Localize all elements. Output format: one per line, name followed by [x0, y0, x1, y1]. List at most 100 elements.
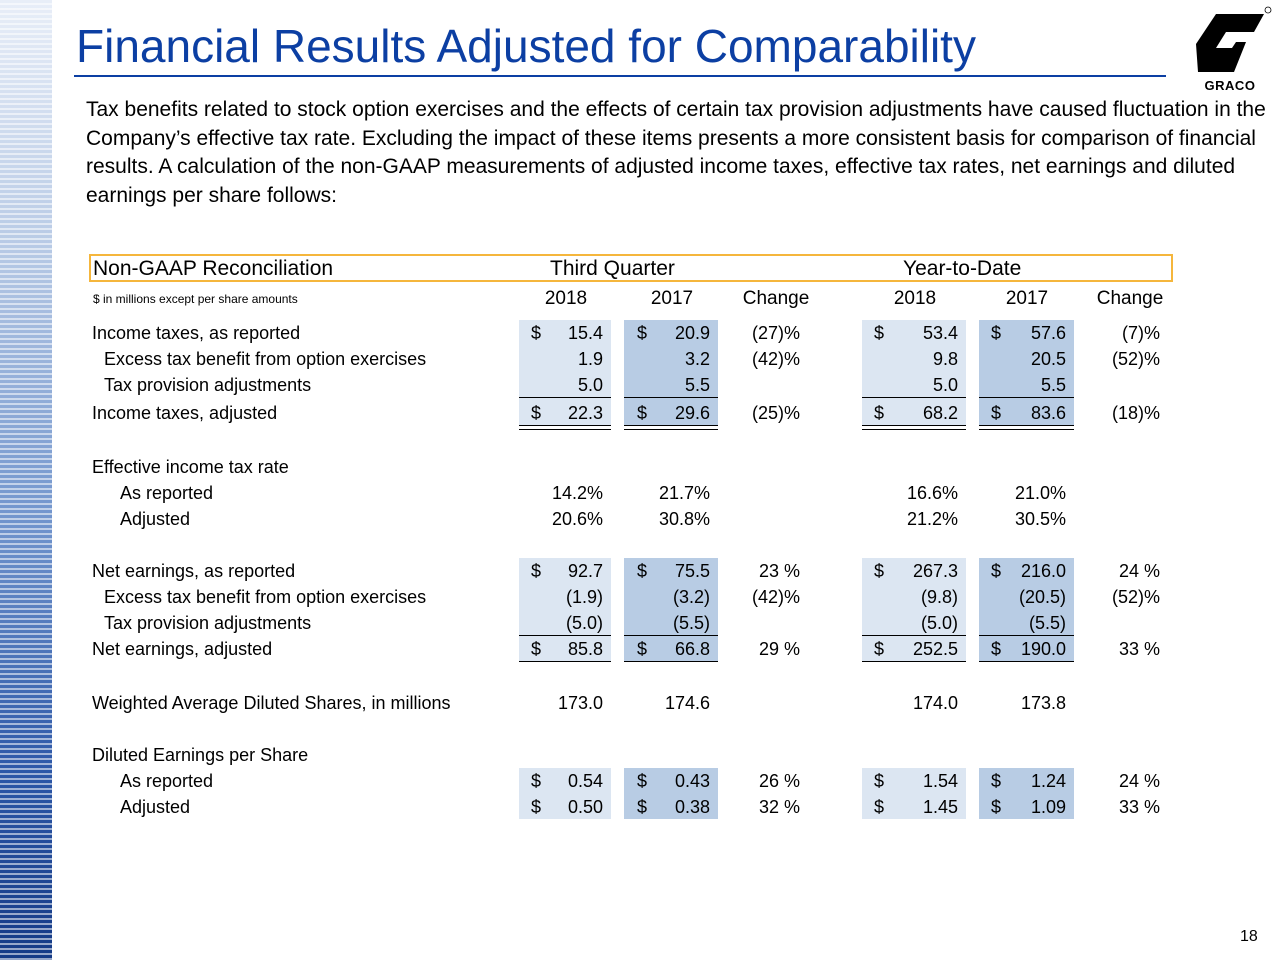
table-cell: 0.43 [674, 771, 710, 791]
shaded-cell-block [979, 320, 1074, 425]
dollar-sign: $ [874, 323, 885, 343]
underline [624, 425, 718, 426]
table-cell: 53.4 [922, 323, 958, 343]
table-cell: 9.8 [932, 349, 958, 369]
table-cell: 1.54 [922, 771, 958, 791]
table-cell: (5.5) [672, 613, 710, 633]
dollar-sign: $ [874, 639, 885, 659]
table-cell: 75.5 [674, 561, 710, 581]
table-cell: 32 % [758, 797, 800, 817]
table-cell: 173.8 [1020, 693, 1066, 713]
dollar-sign: $ [531, 323, 542, 343]
dollar-sign: $ [637, 771, 648, 791]
underline [624, 397, 718, 398]
table-header-box [89, 254, 1173, 282]
shaded-cell-block [862, 320, 966, 425]
row-label: Excess tax benefit from option exercises [104, 349, 427, 369]
table-cell: 173.0 [557, 693, 603, 713]
dollar-sign: $ [991, 771, 1002, 791]
row-label: Net earnings, adjusted [92, 639, 273, 659]
row-label: Weighted Average Diluted Shares, in mill… [92, 693, 451, 713]
table-cell: 5.0 [577, 375, 603, 395]
dollar-sign: $ [637, 403, 648, 423]
table-cell: 0.54 [567, 771, 603, 791]
table-cell: 267.3 [912, 561, 958, 581]
dollar-sign: $ [531, 797, 542, 817]
underline [979, 661, 1074, 662]
table-cell: 33 % [1118, 639, 1160, 659]
table-cell: 30.8% [658, 509, 710, 529]
column-header: 2018 [544, 288, 588, 309]
dollar-sign: $ [531, 639, 542, 659]
underline [979, 635, 1074, 636]
dollar-sign: $ [874, 797, 885, 817]
graco-g-icon [1196, 6, 1272, 72]
table-cell: (18)% [1111, 403, 1160, 423]
table-cell: 1.09 [1030, 797, 1066, 817]
row-label: As reported [120, 771, 214, 791]
row-label: Adjusted [120, 797, 191, 817]
column-header: 2017 [1005, 288, 1049, 309]
shaded-cell-block [862, 558, 966, 661]
table-cell: 57.6 [1030, 323, 1066, 343]
table-cell: (5.0) [565, 613, 603, 633]
units-note: $ in millions except per share amounts [93, 292, 298, 306]
table-cell: 29.6 [674, 403, 710, 423]
table-cell: 5.5 [1040, 375, 1066, 395]
table-cell: 20.9 [674, 323, 710, 343]
table-cell: 0.38 [674, 797, 710, 817]
row-label: Tax provision adjustments [104, 613, 312, 633]
table-cell: 190.0 [1020, 639, 1066, 659]
group-year-to-date: Year-to-Date [903, 257, 1022, 280]
dollar-sign: $ [991, 797, 1002, 817]
table-cell: 174.6 [664, 693, 710, 713]
page-number: 18 [1240, 928, 1258, 945]
double-underline [862, 429, 966, 430]
row-label: Income taxes, as reported [92, 323, 301, 343]
double-underline [624, 429, 718, 430]
shaded-cell-block [519, 768, 611, 819]
dollar-sign: $ [531, 771, 542, 791]
table-cell: 68.2 [922, 403, 958, 423]
underline [862, 635, 966, 636]
table-cell: 5.0 [932, 375, 958, 395]
table-cell: (42)% [751, 349, 800, 369]
underline [862, 425, 966, 426]
shaded-cell-block [624, 558, 718, 661]
table-cell: (20.5) [1018, 587, 1066, 607]
table-cell: (52)% [1111, 349, 1160, 369]
shaded-cell-block [624, 320, 718, 425]
table-cell: (3.2) [672, 587, 710, 607]
table-cell: 33 % [1118, 797, 1160, 817]
dollar-sign: $ [874, 403, 885, 423]
underline [862, 397, 966, 398]
dollar-sign: $ [637, 797, 648, 817]
dollar-sign: $ [991, 639, 1002, 659]
table-cell: 21.7% [658, 483, 710, 503]
table-cell: 0.50 [567, 797, 603, 817]
table-cell: 83.6 [1030, 403, 1066, 423]
column-header: 2018 [893, 288, 937, 309]
table-cell: 20.5 [1030, 349, 1066, 369]
table-cell: 66.8 [674, 639, 710, 659]
table-cell: 85.8 [567, 639, 603, 659]
table-cell: 23 % [758, 561, 800, 581]
row-label: Adjusted [120, 509, 191, 529]
table-cell: 22.3 [567, 403, 603, 423]
table-cell: 29 % [758, 639, 800, 659]
dollar-sign: $ [991, 561, 1002, 581]
table-cell: (7)% [1121, 323, 1160, 343]
dollar-sign: $ [531, 561, 542, 581]
row-label: Net earnings, as reported [92, 561, 296, 581]
dollar-sign: $ [637, 323, 648, 343]
underline [519, 397, 611, 398]
table-cell: 174.0 [912, 693, 958, 713]
page-title: Financial Results Adjusted for Comparabi… [76, 20, 976, 72]
table-cell: (25)% [751, 403, 800, 423]
table-cell: (5.0) [920, 613, 958, 633]
dollar-sign: $ [991, 403, 1002, 423]
table-cell: (9.8) [920, 587, 958, 607]
underline [979, 425, 1074, 426]
row-label: Diluted Earnings per Share [92, 745, 309, 765]
table-cell: 3.2 [684, 349, 710, 369]
